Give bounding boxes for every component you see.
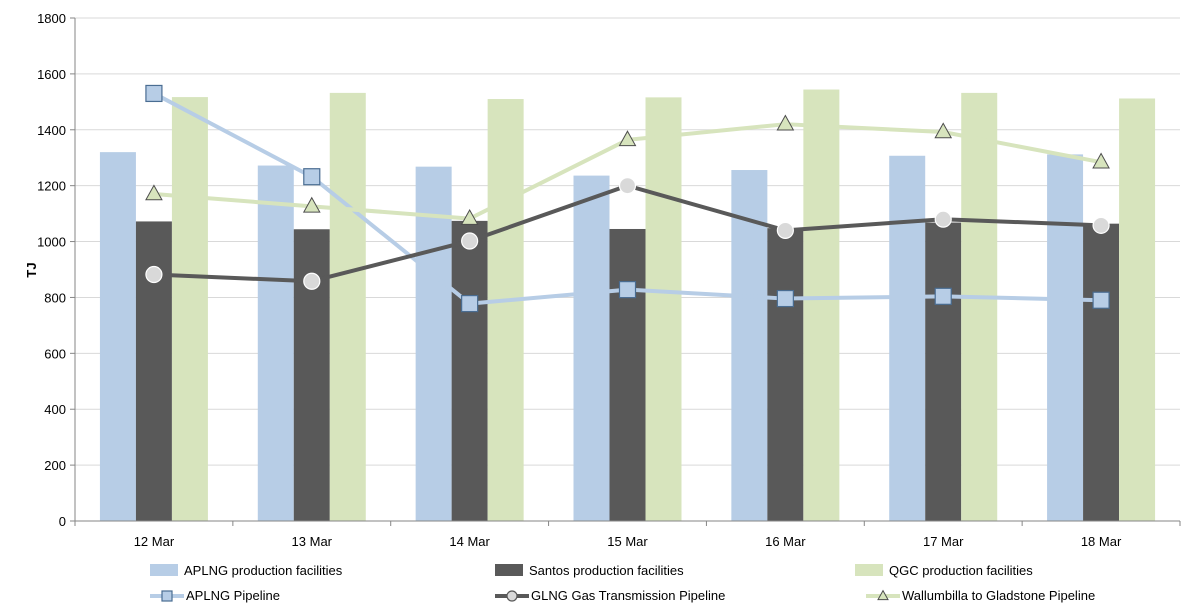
- x-tick-label: 18 Mar: [1081, 534, 1122, 549]
- marker-circle: [303, 272, 321, 290]
- y-axis-label: TJ: [24, 262, 39, 277]
- legend-swatch: [150, 564, 178, 576]
- y-tick-label: 0: [59, 514, 66, 529]
- marker-square: [161, 590, 173, 602]
- marker-triangle: [776, 114, 795, 131]
- marker-square: [1092, 291, 1110, 309]
- bar-2: [609, 228, 646, 521]
- y-tick-label: 1000: [37, 235, 66, 250]
- bar-1: [257, 165, 294, 521]
- bar-1: [889, 155, 926, 521]
- bar-1: [415, 166, 452, 522]
- y-tick-label: 1400: [37, 123, 66, 138]
- x-tick-label: 16 Mar: [765, 534, 806, 549]
- marker-circle: [506, 590, 518, 602]
- marker-circle: [145, 265, 163, 284]
- bar-2: [767, 228, 804, 522]
- y-tick-label: 1600: [37, 67, 66, 82]
- x-tick-labels: 12 Mar 13 Mar 14 Mar 15 Mar 16 Mar 17 Mar 18 M…: [134, 534, 1122, 549]
- y-tick-labels: 0 200 400 600 800 1000 1200 1400 1600 1800: [37, 11, 66, 529]
- marker-triangle: [1092, 152, 1110, 169]
- marker-triangle: [460, 208, 479, 225]
- marker-square: [618, 281, 637, 299]
- bar-2: [1083, 223, 1120, 521]
- marker-circle: [618, 177, 637, 195]
- legend-label: QGC production facilities: [889, 563, 1033, 578]
- y-tick-label: 800: [44, 290, 66, 305]
- marker-triangle: [302, 196, 321, 213]
- x-tick-label: 13 Mar: [292, 534, 333, 549]
- y-tick-label: 1800: [37, 11, 66, 26]
- marker-square: [934, 287, 952, 305]
- marker-triangle: [934, 122, 953, 139]
- bar-1: [1047, 154, 1084, 521]
- bar-3: [329, 92, 366, 521]
- marker-square: [303, 168, 321, 186]
- x-tick-label: 14 Mar: [449, 534, 490, 549]
- y-tick-label: 200: [44, 458, 66, 473]
- legend-label: APLNG production facilities: [184, 563, 343, 578]
- legend-label: Wallumbilla to Gladstone Pipeline: [902, 588, 1095, 603]
- bar-3: [1119, 98, 1156, 521]
- legend-swatch: [495, 564, 523, 576]
- marker-square: [776, 289, 794, 308]
- x-tick-label: 17 Mar: [923, 534, 964, 549]
- legend-label: APLNG Pipeline: [186, 588, 280, 603]
- bar-3: [961, 92, 998, 521]
- marker-square: [461, 294, 479, 313]
- y-tick-label: 400: [44, 402, 66, 417]
- bar-1: [731, 170, 768, 522]
- marker-circle: [776, 221, 794, 239]
- bar-3: [487, 99, 524, 522]
- marker-circle: [934, 210, 952, 228]
- legend: APLNG production facilities Santos produc…: [150, 563, 1095, 603]
- bar-2: [451, 220, 488, 522]
- marker-triangle: [618, 130, 637, 147]
- marker-circle: [1092, 216, 1110, 234]
- marker-triangle: [877, 589, 889, 601]
- bar-3: [171, 97, 208, 522]
- y-tick-label: 1200: [37, 179, 66, 194]
- marker-triangle: [145, 184, 163, 201]
- axes: [70, 17, 1181, 526]
- bar-3: [645, 97, 682, 522]
- x-tick-label: 12 Mar: [134, 534, 175, 549]
- marker-circle: [461, 232, 479, 250]
- series-markers: [145, 84, 1110, 313]
- bar-1: [573, 175, 610, 521]
- marker-square: [145, 84, 163, 103]
- bar-2: [925, 222, 962, 521]
- legend-label: GLNG Gas Transmission Pipeline: [531, 588, 725, 603]
- legend-label: Santos production facilities: [529, 563, 684, 578]
- bar-1: [99, 152, 136, 521]
- legend-swatch: [855, 564, 883, 576]
- x-tick-label: 15 Mar: [607, 534, 648, 549]
- bar-3: [803, 89, 840, 521]
- y-tick-label: 600: [44, 346, 66, 361]
- bars: [99, 89, 1156, 522]
